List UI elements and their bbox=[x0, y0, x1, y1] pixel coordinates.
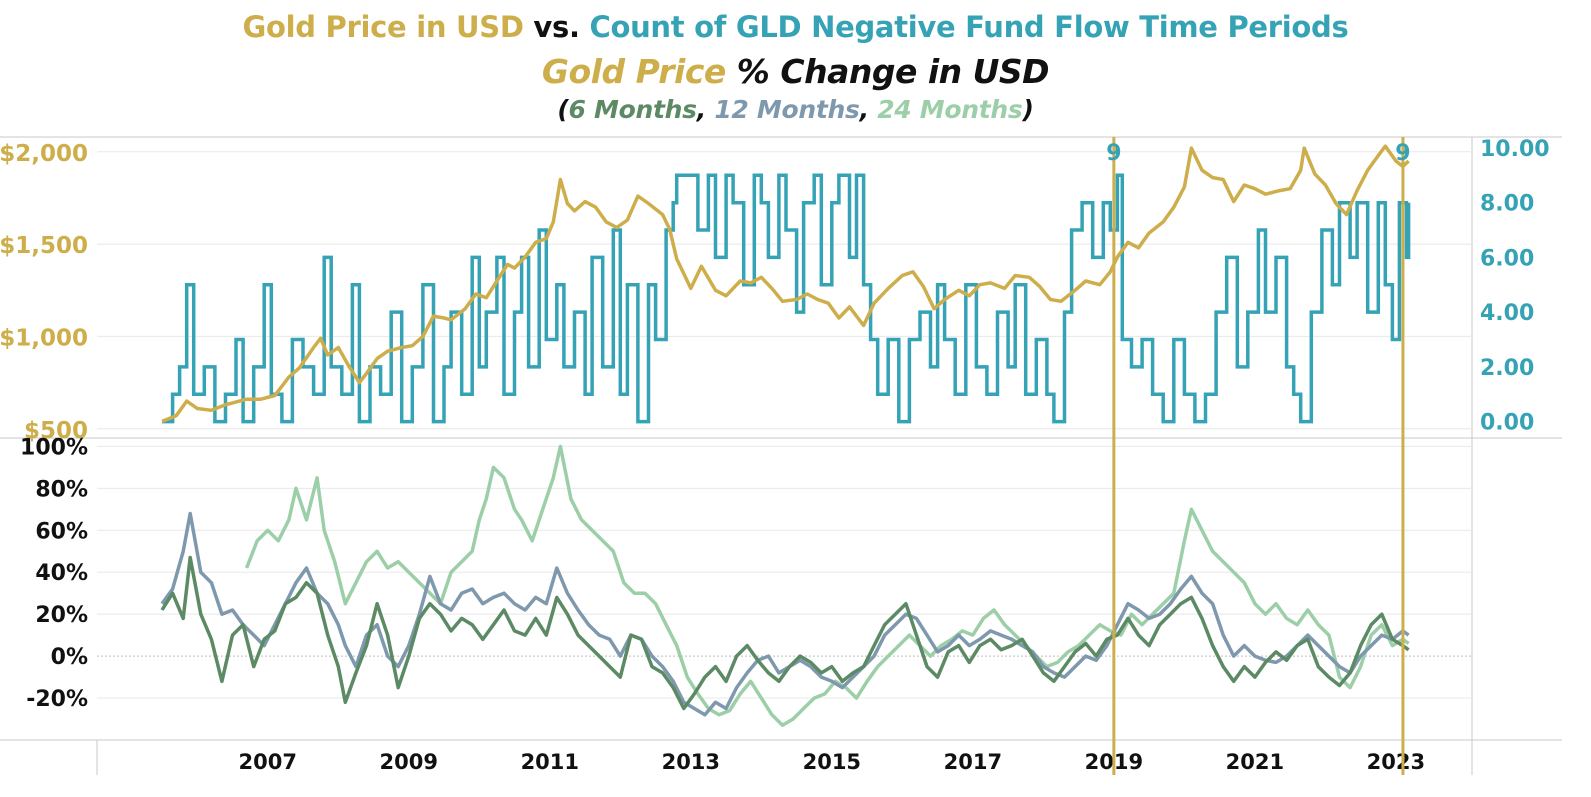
y-right-tick-label: 6.00 bbox=[1480, 246, 1534, 271]
y-bottom-tick-label: 0% bbox=[51, 645, 88, 670]
paren-close: ) bbox=[1022, 95, 1034, 124]
annotation-label: 9 bbox=[1106, 141, 1121, 166]
y-right-tick-label: 8.00 bbox=[1480, 192, 1534, 217]
x-tick-label: 2021 bbox=[1226, 750, 1284, 774]
title-gold-price: Gold Price in USD bbox=[242, 10, 524, 44]
title-gold-price-2: Gold Price bbox=[541, 52, 726, 91]
sep-1: , bbox=[696, 95, 715, 124]
gld-negative-flow-count-line bbox=[162, 173, 1411, 424]
y-right-tick-label: 2.00 bbox=[1480, 356, 1534, 381]
y-bottom-tick-label: 80% bbox=[35, 477, 88, 502]
x-tick-label: 2023 bbox=[1367, 750, 1425, 774]
x-tick-label: 2013 bbox=[662, 750, 720, 774]
y-left-tick-label: $1,000 bbox=[0, 325, 88, 351]
x-tick-label: 2011 bbox=[521, 750, 579, 774]
line-6-months bbox=[160, 555, 1410, 711]
y-right-tick-label: 0.00 bbox=[1480, 411, 1534, 436]
y-left-tick-label: $2,000 bbox=[0, 141, 88, 167]
y-bottom-tick-label: 100% bbox=[20, 435, 88, 460]
title-vs: vs. bbox=[523, 10, 590, 44]
sep-2: , bbox=[859, 95, 878, 124]
y-left-tick-label: $500 bbox=[24, 418, 88, 444]
x-tick-label: 2017 bbox=[944, 750, 1002, 774]
title-pct-change: % Change in USD bbox=[725, 52, 1050, 91]
x-tick-label: 2009 bbox=[380, 750, 438, 774]
y-bottom-tick-label: 20% bbox=[35, 603, 88, 628]
y-bottom-tick-label: -20% bbox=[26, 687, 88, 712]
y-bottom-tick-label: 60% bbox=[35, 519, 88, 544]
title-gld-count: Count of GLD Negative Fund Flow Time Per… bbox=[589, 10, 1349, 44]
y-left-tick-label: $1,500 bbox=[0, 233, 88, 259]
y-right-tick-label: 4.00 bbox=[1480, 301, 1534, 326]
legend-24-months: 24 Months bbox=[877, 95, 1023, 124]
title-line-3: (6 Months, 12 Months, 24 Months) bbox=[0, 95, 1591, 124]
annotation-label: 9 bbox=[1395, 141, 1410, 166]
legend-12-months: 12 Months bbox=[714, 95, 860, 124]
title-line-2: Gold Price % Change in USD bbox=[0, 52, 1591, 91]
paren-open: ( bbox=[557, 95, 569, 124]
x-tick-label: 2015 bbox=[803, 750, 861, 774]
title-line-1: Gold Price in USD vs. Count of GLD Negat… bbox=[0, 10, 1591, 44]
gold-price-line bbox=[161, 144, 1410, 424]
y-right-tick-label: 10.00 bbox=[1480, 137, 1550, 162]
line-12-months bbox=[160, 511, 1410, 717]
y-bottom-tick-label: 40% bbox=[35, 561, 88, 586]
x-tick-label: 2007 bbox=[239, 750, 297, 774]
legend-6-months: 6 Months bbox=[568, 95, 697, 124]
